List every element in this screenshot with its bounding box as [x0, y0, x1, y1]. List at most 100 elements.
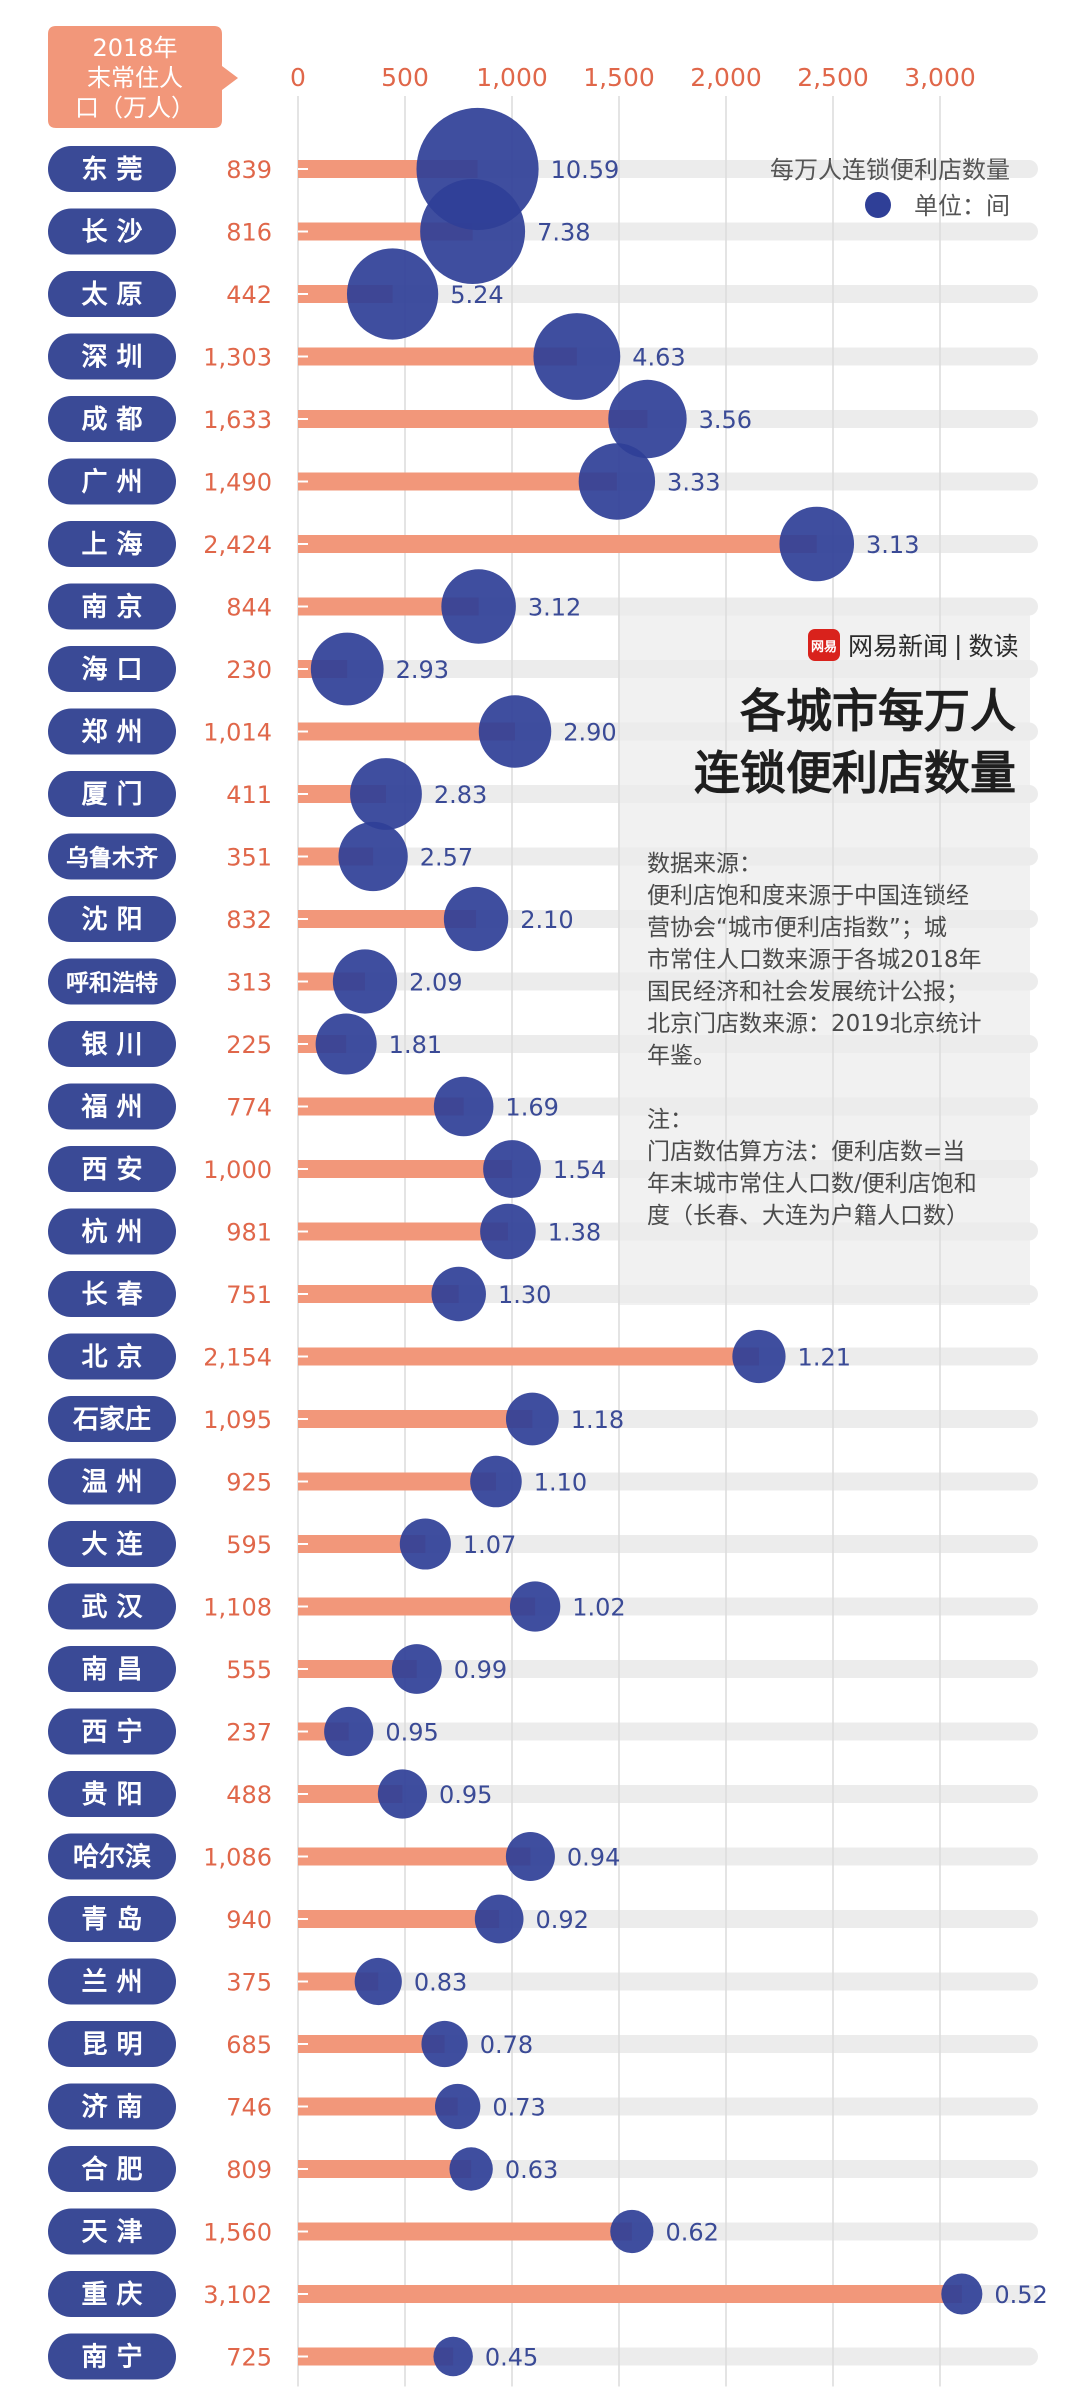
city-label-pill: [48, 958, 176, 1005]
x-tick-label: 2,000: [690, 63, 762, 92]
brand: 网易 网易新闻 | 数读: [808, 628, 1018, 662]
density-value: 1.02: [572, 1594, 625, 1622]
city-label-pill: [48, 771, 176, 817]
city-label: 沈 阳: [81, 905, 142, 935]
population-value: 1,560: [203, 2219, 272, 2247]
population-bar: [298, 1847, 531, 1866]
city-label-pill: [48, 1583, 176, 1630]
population-value: 3,102: [203, 2281, 272, 2309]
population-value: 725: [226, 2344, 272, 2372]
density-bubble: [608, 379, 687, 459]
note-heading: 注：: [647, 1107, 693, 1133]
population-bar: [298, 2160, 472, 2178]
density-value: 10.59: [551, 156, 620, 184]
density-bubble: [377, 1769, 428, 1819]
density-bubble: [578, 443, 656, 520]
city-label: 济 南: [81, 2093, 142, 2123]
density-bubble: [480, 1203, 536, 1260]
population-value: 751: [226, 1281, 272, 1309]
density-value: 1.18: [571, 1406, 624, 1434]
population-value: 1,633: [203, 406, 272, 434]
city-label-pill: [48, 1271, 176, 1317]
density-bubble: [420, 179, 526, 284]
population-value: 774: [226, 1094, 272, 1122]
city-label: 贵 阳: [81, 1780, 142, 1810]
legend-bubble-icon: [865, 192, 891, 218]
city-label: 北 京: [81, 1342, 142, 1373]
population-value: 2,154: [203, 1344, 272, 1372]
population-value: 925: [226, 1469, 272, 1497]
row-track: [298, 2097, 1038, 2116]
population-value: 230: [226, 656, 272, 684]
city-label-pill: [48, 708, 176, 755]
density-value: 3.33: [667, 469, 720, 497]
population-value: 832: [226, 906, 272, 934]
density-bubble: [779, 506, 855, 582]
city-label: 南 宁: [81, 2342, 142, 2373]
city-label-pill: [48, 458, 176, 505]
population-value: 411: [226, 781, 272, 809]
population-value: 595: [226, 1531, 272, 1559]
city-label: 乌鲁木齐: [66, 845, 159, 872]
city-label: 郑 州: [81, 718, 142, 748]
population-value: 1,108: [203, 1594, 272, 1622]
source-line: 营协会“城市便利店指数”；城: [647, 915, 947, 941]
city-label-pill: [48, 1833, 176, 1880]
density-value: 1.10: [534, 1469, 587, 1497]
x-tick-label: 500: [381, 63, 429, 92]
notes-gap: [647, 1072, 1025, 1104]
density-bubble: [421, 2020, 468, 2068]
note-line: 年末城市常住人口数/便利店饱和: [647, 1171, 977, 1197]
population-value: 1,014: [203, 719, 272, 747]
density-value: 0.62: [665, 2219, 718, 2247]
city-label-pill: [48, 2208, 176, 2255]
population-bar: [298, 1410, 533, 1428]
density-bubble: [443, 886, 509, 952]
population-value: 555: [226, 1656, 272, 1684]
population-bar: [298, 1785, 403, 1803]
population-value: 375: [226, 1969, 272, 1997]
density-value: 2.93: [396, 656, 449, 684]
density-value: 2.57: [420, 844, 473, 872]
population-value: 313: [226, 969, 272, 997]
density-bubble: [332, 949, 398, 1014]
population-value: 442: [226, 281, 272, 309]
density-bubble: [338, 821, 408, 892]
city-label: 南 京: [81, 592, 142, 623]
population-value: 816: [226, 219, 272, 247]
density-bubble: [732, 1329, 786, 1384]
city-label-pill: [48, 2083, 176, 2130]
population-value: 1,490: [203, 469, 272, 497]
row-track: [298, 1035, 1038, 1053]
city-label: 深 圳: [81, 343, 142, 373]
brand-separator: |: [954, 630, 963, 660]
header-badge-shape: [48, 26, 238, 128]
city-label-pill: [48, 1771, 176, 1817]
density-value: 2.83: [434, 781, 487, 809]
density-bubble: [391, 1644, 442, 1694]
density-bubble: [315, 1013, 377, 1075]
density-value: 3.13: [866, 531, 919, 559]
labels: 0 500 1,000 1,500 2,000 2,500 3,000 2018年末常住人口（…: [48, 26, 1048, 2380]
density-value: 3.12: [528, 594, 581, 622]
city-label: 东 莞: [81, 154, 142, 185]
density-bubble: [509, 1581, 561, 1632]
population-value: 844: [226, 594, 272, 622]
city-label-pill: [48, 896, 176, 942]
city-label-pill: [48, 1458, 176, 1505]
population-value: 225: [226, 1031, 272, 1059]
population-value: 685: [226, 2031, 272, 2059]
note-line: 门店数估算方法：便利店数=当: [647, 1139, 966, 1165]
population-bar: [298, 1660, 417, 1678]
city-label: 西 宁: [81, 1717, 142, 1748]
city-label-pill: [48, 333, 176, 380]
city-label-pill: [48, 2271, 176, 2317]
density-bubble: [441, 569, 516, 644]
population-bar: [298, 347, 577, 366]
city-label-pill: [48, 1708, 176, 1755]
population-bar: [298, 1472, 496, 1491]
city-label: 上 海: [81, 530, 142, 560]
